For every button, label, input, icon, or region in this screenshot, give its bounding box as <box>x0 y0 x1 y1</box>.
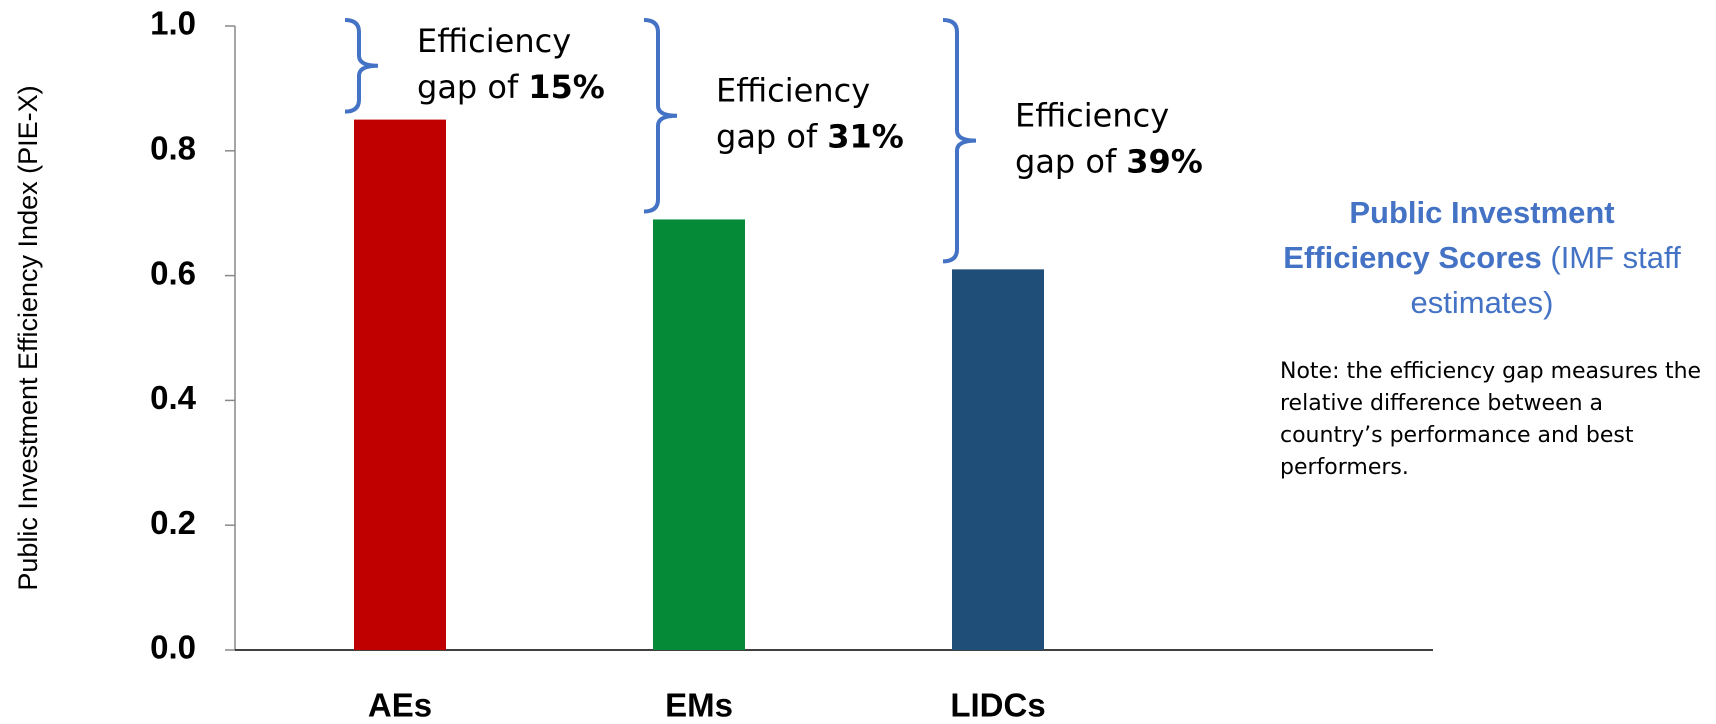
annotation-line2: gap of 39% <box>1015 143 1203 181</box>
annotation-text: gap of <box>417 68 519 106</box>
annotation-line2: gap of 31% <box>716 118 904 156</box>
side-title-bold: Public Investment Efficiency Scores <box>1283 195 1615 275</box>
side-title-normal: (IMF staff estimates) <box>1410 240 1681 320</box>
side-title: Public Investment Efficiency Scores (IMF… <box>1282 190 1682 325</box>
note: Note: the efficiency gap measures the re… <box>1280 359 1702 480</box>
bar <box>653 219 745 650</box>
x-tick-label: AEs <box>368 687 432 724</box>
y-tick-label: 0.0 <box>150 629 196 666</box>
bar <box>952 269 1044 650</box>
y-axis-label: Public Investment Efficiency Index (PIE-… <box>13 85 43 590</box>
x-tick-label: LIDCs <box>950 687 1045 724</box>
annotation-text: gap of <box>1015 143 1117 181</box>
annotation-line1: Efficiency <box>1015 97 1169 135</box>
annotation-gap: 39% <box>1126 143 1203 181</box>
y-tick-label: 0.6 <box>150 254 196 291</box>
y-tick-label: 0.8 <box>150 130 196 167</box>
annotation-text: gap of <box>716 118 818 156</box>
bar <box>354 119 446 651</box>
annotation-gap: 15% <box>528 68 605 106</box>
x-tick-label: EMs <box>665 687 733 724</box>
brace <box>344 18 379 114</box>
brace <box>643 18 678 214</box>
y-tick-label: 0.2 <box>150 504 196 541</box>
annotation-line1: Efficiency <box>716 72 870 110</box>
annotation-gap: 31% <box>827 118 904 156</box>
brace <box>942 18 977 264</box>
annotation-line2: gap of 15% <box>417 68 605 106</box>
y-tick-label: 1.0 <box>150 5 196 42</box>
annotation-line1: Efficiency <box>417 22 571 60</box>
y-tick-label: 0.4 <box>150 379 197 416</box>
